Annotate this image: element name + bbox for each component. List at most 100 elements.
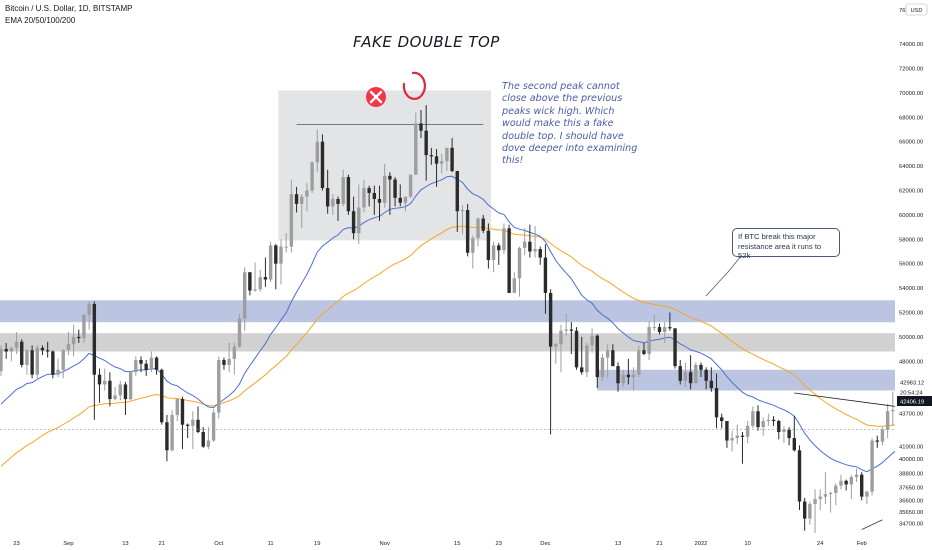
- candle-111: [574, 327, 579, 370]
- candle-78: [403, 196, 408, 212]
- candle-145: [751, 406, 755, 429]
- candle-body: [393, 179, 397, 198]
- candle-body: [4, 349, 8, 352]
- candle-body: [139, 360, 143, 364]
- candle-body: [870, 440, 874, 492]
- candle-99: [512, 272, 517, 293]
- candle-body: [528, 241, 532, 252]
- candle-body: [424, 130, 428, 156]
- candle-14: [71, 324, 76, 357]
- candle-148: [766, 413, 771, 426]
- candle-67: [346, 174, 351, 215]
- candle-163: [844, 479, 848, 491]
- candle-5: [25, 349, 29, 375]
- candle-body: [217, 360, 221, 413]
- candle-body: [51, 351, 55, 375]
- price-tick-label: 60000.00: [899, 213, 923, 219]
- candle-body: [605, 350, 610, 358]
- candle-body: [823, 494, 828, 497]
- support-trendline: [861, 519, 883, 530]
- candle-body: [574, 330, 579, 368]
- candle-162: [839, 474, 843, 490]
- candle-body: [673, 328, 677, 367]
- callout-text: If BTC break this major resistance area …: [738, 232, 822, 260]
- chart-title-annotation: FAKE DOUBLE TOP: [353, 33, 500, 51]
- candle-158: [818, 489, 822, 511]
- countdown-tag-bg: [897, 387, 932, 397]
- candle-71: [367, 185, 371, 207]
- time-tick-label: Feb: [857, 541, 867, 547]
- candle-171: [885, 403, 890, 439]
- candle-body: [268, 245, 273, 280]
- candle-body: [891, 410, 895, 412]
- candle-body: [522, 241, 527, 248]
- candle-body: [92, 303, 97, 375]
- candle-58: [300, 194, 304, 229]
- candle-30: [154, 356, 159, 375]
- candle-100: [517, 246, 522, 297]
- candle-40: [206, 427, 211, 450]
- candle-body: [787, 429, 791, 439]
- candle-body: [543, 257, 548, 293]
- price-tick-label: 68000.00: [899, 115, 923, 121]
- indicator-legend[interactable]: EMA 20/50/100/200: [5, 16, 76, 25]
- last-price-tag-bg: [897, 396, 932, 406]
- price-tick-label: 62000.00: [899, 189, 923, 195]
- candle-body: [274, 245, 278, 264]
- candle-50: [258, 269, 262, 292]
- candle-15: [77, 329, 81, 343]
- candle-body: [704, 369, 708, 381]
- candle-16: [82, 313, 86, 343]
- candle-45: [232, 342, 237, 375]
- candle-body: [66, 344, 71, 351]
- candle-39: [201, 427, 205, 448]
- candle-48: [248, 272, 252, 296]
- candle-47: [242, 267, 247, 331]
- candle-129: [668, 312, 672, 331]
- candle-body: [808, 503, 812, 519]
- candle-141: [730, 430, 734, 452]
- candle-body: [714, 388, 719, 418]
- candle-body: [211, 412, 216, 441]
- candle-body: [854, 474, 859, 478]
- candle-body: [382, 175, 387, 203]
- candle-90: [465, 203, 470, 257]
- candle-122: [631, 367, 636, 391]
- candle-body: [626, 374, 631, 378]
- candle-87: [450, 138, 454, 173]
- candle-57: [294, 186, 299, 213]
- candle-152: [787, 427, 791, 446]
- candle-77: [398, 184, 402, 207]
- time-tick-label: Dec: [540, 541, 550, 547]
- candle-body: [331, 199, 335, 207]
- candle-body: [616, 366, 620, 384]
- candle-body: [507, 228, 511, 293]
- candle-body: [766, 419, 771, 422]
- candle-26: [134, 356, 138, 376]
- time-tick-label: 2022: [695, 541, 708, 547]
- candle-body: [740, 435, 745, 437]
- candle-body: [242, 272, 247, 319]
- price-axis-bg: [895, 0, 932, 550]
- candle-85: [440, 153, 444, 174]
- candle-49: [253, 262, 257, 292]
- candle-22: [113, 386, 117, 401]
- candle-body: [196, 419, 200, 432]
- candle-body: [414, 123, 418, 175]
- candle-92: [476, 217, 480, 247]
- candle-body: [429, 155, 434, 157]
- candle-body: [357, 207, 361, 234]
- candle-63: [325, 169, 330, 214]
- price-tick-label: 41000.00: [899, 445, 923, 451]
- price-tick-label: 64000.00: [899, 164, 923, 170]
- candle-118: [611, 344, 615, 367]
- candle-body: [87, 303, 91, 315]
- candle-body: [180, 399, 185, 425]
- candle-body: [595, 335, 599, 378]
- candle-body: [258, 277, 262, 290]
- symbol-title[interactable]: Bitcoin / U.S. Dollar, 1D, BITSTAMP: [5, 4, 133, 13]
- candle-151: [782, 425, 786, 443]
- price-tick-label: 72000.00: [899, 67, 923, 73]
